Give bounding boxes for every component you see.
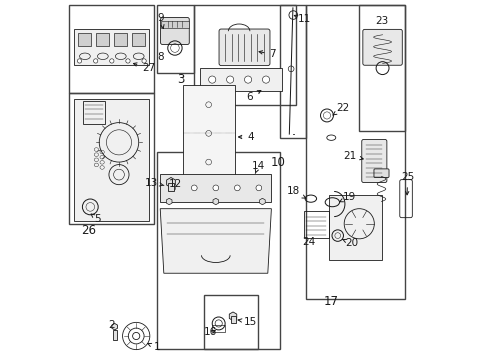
Text: 11: 11: [294, 14, 310, 24]
Bar: [328, 195, 382, 260]
Polygon shape: [160, 209, 271, 273]
Bar: [305, 5, 405, 299]
Circle shape: [226, 76, 233, 83]
Circle shape: [169, 185, 175, 191]
Text: 16: 16: [204, 327, 217, 337]
Circle shape: [142, 59, 146, 63]
Bar: [69, 93, 154, 224]
Text: 10: 10: [270, 156, 285, 169]
FancyBboxPatch shape: [160, 18, 189, 44]
Text: 24: 24: [302, 237, 315, 247]
Bar: [112, 329, 117, 340]
Bar: [212, 325, 224, 332]
Text: 23: 23: [375, 16, 388, 26]
Circle shape: [125, 59, 130, 63]
Text: 15: 15: [238, 317, 257, 327]
Text: 25: 25: [400, 172, 413, 195]
Text: 6: 6: [246, 90, 260, 102]
Text: 1: 1: [147, 342, 160, 352]
Circle shape: [208, 76, 215, 83]
Text: 21: 21: [343, 150, 363, 161]
Bar: [69, 5, 154, 93]
Text: 19: 19: [339, 192, 356, 202]
Bar: [199, 68, 282, 91]
Polygon shape: [112, 323, 117, 330]
Bar: [168, 183, 174, 192]
Circle shape: [93, 59, 98, 63]
Text: 14: 14: [251, 161, 264, 174]
Circle shape: [255, 185, 261, 191]
Text: 18: 18: [286, 186, 305, 198]
Bar: [132, 33, 145, 45]
Polygon shape: [166, 198, 172, 205]
Text: 20: 20: [342, 238, 358, 248]
Text: 8: 8: [158, 52, 164, 62]
Bar: [156, 152, 279, 349]
Text: 3: 3: [177, 73, 184, 86]
Bar: [182, 85, 234, 182]
Circle shape: [262, 76, 269, 83]
Circle shape: [77, 59, 81, 63]
Bar: [83, 101, 104, 125]
Bar: [303, 211, 328, 238]
Circle shape: [191, 185, 197, 191]
Bar: [74, 30, 149, 65]
Text: 17: 17: [323, 296, 338, 309]
Bar: [156, 5, 193, 73]
Circle shape: [109, 59, 114, 63]
Bar: [193, 5, 296, 105]
Circle shape: [244, 76, 251, 83]
Bar: [279, 5, 305, 138]
Text: 26: 26: [81, 224, 96, 237]
Text: 7: 7: [259, 49, 276, 59]
Polygon shape: [213, 198, 218, 205]
FancyBboxPatch shape: [373, 169, 388, 177]
Text: 13: 13: [145, 177, 163, 188]
FancyBboxPatch shape: [219, 29, 269, 66]
Bar: [96, 33, 109, 45]
Circle shape: [234, 185, 240, 191]
Polygon shape: [166, 177, 175, 188]
Bar: [114, 33, 127, 45]
Polygon shape: [229, 312, 236, 320]
Text: 12: 12: [169, 179, 182, 189]
FancyBboxPatch shape: [361, 139, 386, 183]
Text: 22: 22: [332, 103, 348, 115]
Circle shape: [212, 185, 218, 191]
Bar: [230, 316, 235, 323]
Bar: [204, 296, 258, 349]
FancyBboxPatch shape: [362, 30, 402, 65]
Bar: [359, 5, 405, 131]
Bar: [74, 99, 149, 221]
Polygon shape: [259, 198, 264, 205]
Bar: [78, 33, 91, 45]
Text: 9: 9: [157, 13, 163, 28]
Text: 2: 2: [108, 320, 115, 330]
Text: 27: 27: [133, 63, 155, 73]
Bar: [160, 174, 271, 202]
Text: 5: 5: [91, 214, 101, 224]
Text: 4: 4: [238, 132, 253, 142]
Bar: [161, 21, 188, 28]
